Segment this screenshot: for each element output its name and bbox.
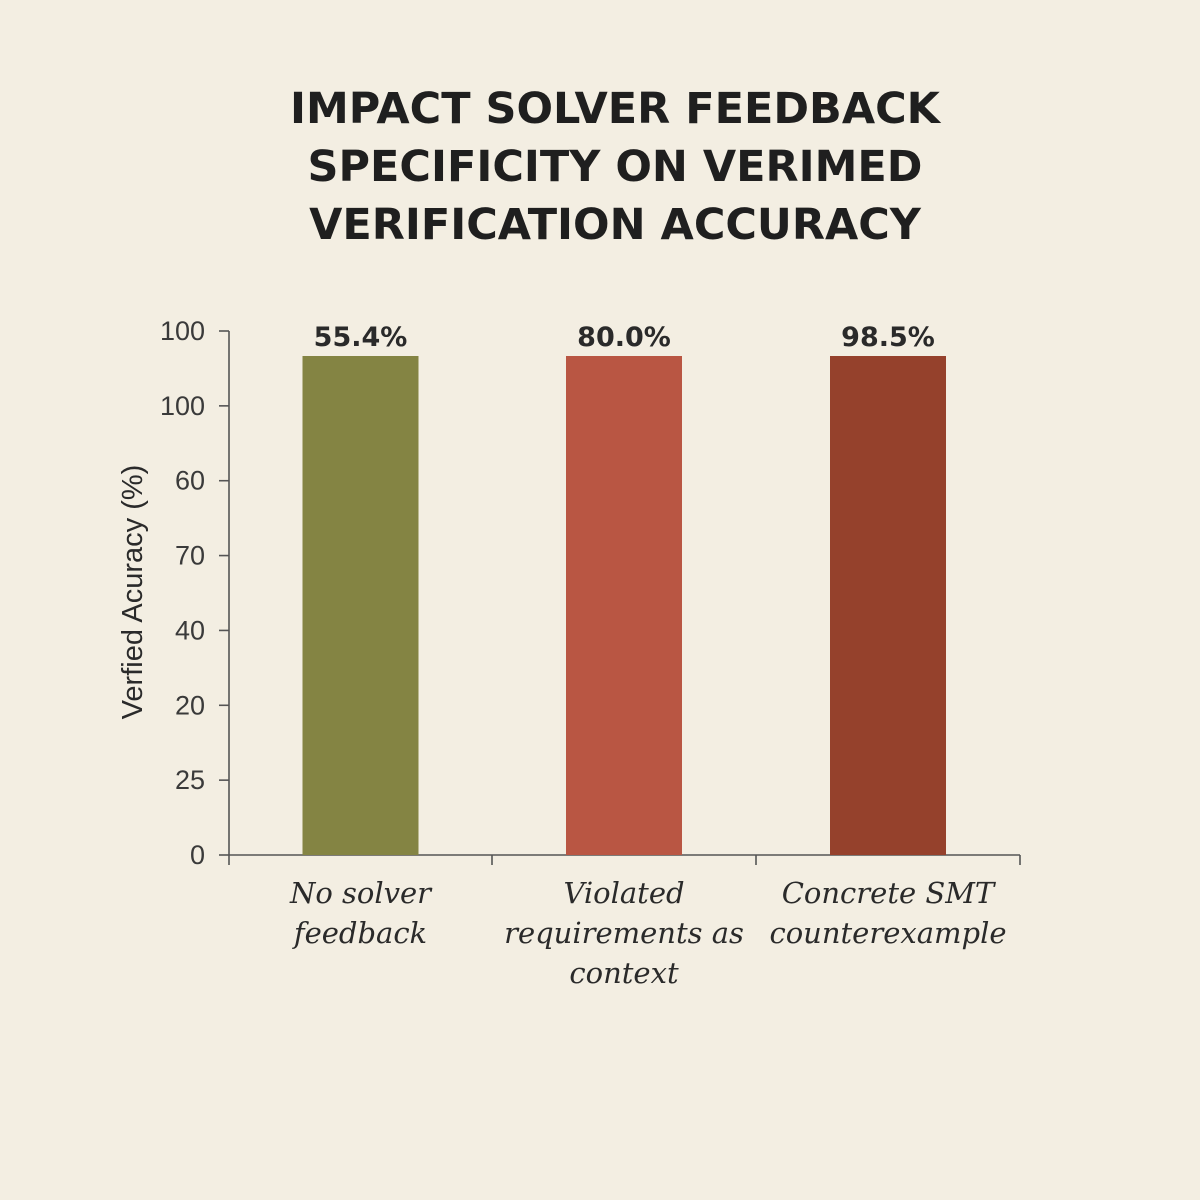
x-category-label: counterexample: [769, 916, 1006, 950]
bar-value-label: 80.0%: [577, 322, 671, 353]
y-tick-label: 100: [160, 316, 205, 346]
x-category-label: Violated: [563, 876, 684, 910]
bar-1: [302, 356, 419, 855]
y-tick-label: 100: [160, 391, 205, 421]
y-tick-label: 70: [175, 541, 205, 571]
labels: 100 100 60 70 40 20 25 0 Verfied Acuracy (%) 55.4…: [117, 316, 1007, 990]
bar-value-label: 55.4%: [314, 322, 408, 353]
x-category-label: Concrete SMT: [782, 876, 997, 910]
bar-value-label: 98.5%: [841, 322, 935, 353]
x-category-label: requirements as: [504, 916, 744, 950]
bar-3: [830, 356, 946, 855]
y-tick-label: 0: [190, 840, 205, 870]
y-tick-label: 60: [175, 466, 205, 496]
chart-title-line-1: IMPACT SOLVER FEEDBACK: [290, 84, 940, 134]
y-tick-label: 25: [175, 765, 205, 795]
chart-title-line-2: SPECIFICITY ON VERIMED: [307, 142, 923, 192]
bars: [302, 356, 946, 855]
chart-title-line-3: VERIFICATION ACCURACY: [309, 200, 921, 250]
y-tick-label: 40: [175, 615, 205, 645]
y-tick-label: 20: [175, 690, 205, 720]
chart-title: IMPACT SOLVER FEEDBACK SPECIFICITY ON VE…: [200, 80, 1030, 254]
x-category-label: context: [569, 956, 679, 990]
y-axis-title: Verfied Acuracy (%): [117, 465, 149, 720]
x-category-label: feedback: [292, 916, 427, 950]
x-category-label: No solver: [289, 876, 433, 910]
bar-2: [566, 356, 682, 855]
